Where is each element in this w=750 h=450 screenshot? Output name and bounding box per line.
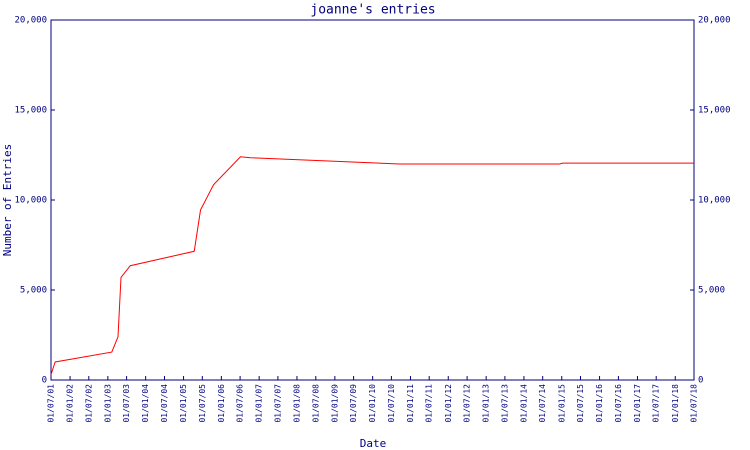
plot-frame [50,19,695,381]
x-tick-label: 01/07/04 [160,384,169,423]
x-tick-label: 01/01/17 [633,384,642,423]
x-tick-label: 01/01/06 [217,384,226,423]
y-tick-label: 15,000 [14,106,47,116]
x-tick-label: 01/07/17 [652,384,661,423]
x-tick-label: 01/01/05 [179,384,188,423]
x-tick-label: 01/01/10 [368,384,377,423]
x-tick-label: 01/01/15 [557,384,566,423]
y2-tick-label: 5,000 [698,286,725,296]
x-tick-label: 01/07/12 [463,384,472,423]
x-tick-label: 01/07/07 [273,384,282,423]
x-tick-label: 01/07/02 [84,384,93,423]
x-tick-label: 01/07/09 [349,384,358,423]
x-tick-label: 01/07/15 [576,384,585,423]
x-tick-label: 01/01/11 [406,384,415,423]
x-axis-label: Date [360,437,387,450]
x-tick-label: 01/07/01 [47,384,56,423]
chart-title: joanne's entries [310,3,435,18]
x-tick-label: 01/01/16 [595,384,604,423]
x-tick-label: 01/01/04 [141,384,150,423]
y2-tick-label: 0 [698,376,703,386]
data-line [50,156,694,375]
y2-tick-label: 20,000 [698,16,731,26]
y-tick-label: 0 [42,376,47,386]
x-tick-label: 01/07/13 [500,384,509,423]
x-tick-label: 01/01/03 [103,384,112,423]
x-tick-label: 01/01/14 [519,384,528,423]
x-tick-label: 01/07/03 [122,384,131,423]
x-tick-label: 01/01/02 [66,384,75,423]
x-tick-label: 01/01/18 [671,384,680,423]
x-tick-label: 01/01/07 [255,384,264,423]
y-axis-label: Number of Entries [1,144,14,257]
x-tick-label: 01/01/13 [482,384,491,423]
x-tick-label: 01/07/18 [690,384,699,423]
x-tick-label: 01/07/05 [198,384,207,423]
y-tick-label: 5,000 [20,286,47,296]
x-tick-label: 01/01/08 [292,384,301,423]
x-tick-label: 01/07/10 [387,384,396,423]
x-tick-label: 01/01/12 [444,384,453,423]
y-tick-label: 10,000 [14,196,47,206]
x-tick-label: 01/07/08 [311,384,320,423]
x-tick-label: 01/07/16 [614,384,623,423]
x-tick-label: 01/07/06 [236,384,245,423]
y-tick-label: 20,000 [14,16,47,26]
y2-tick-label: 10,000 [698,196,731,206]
x-tick-label: 01/01/09 [330,384,339,423]
x-tick-label: 01/07/11 [425,384,434,423]
y2-tick-label: 15,000 [698,106,731,116]
x-tick-label: 01/07/14 [538,384,547,423]
